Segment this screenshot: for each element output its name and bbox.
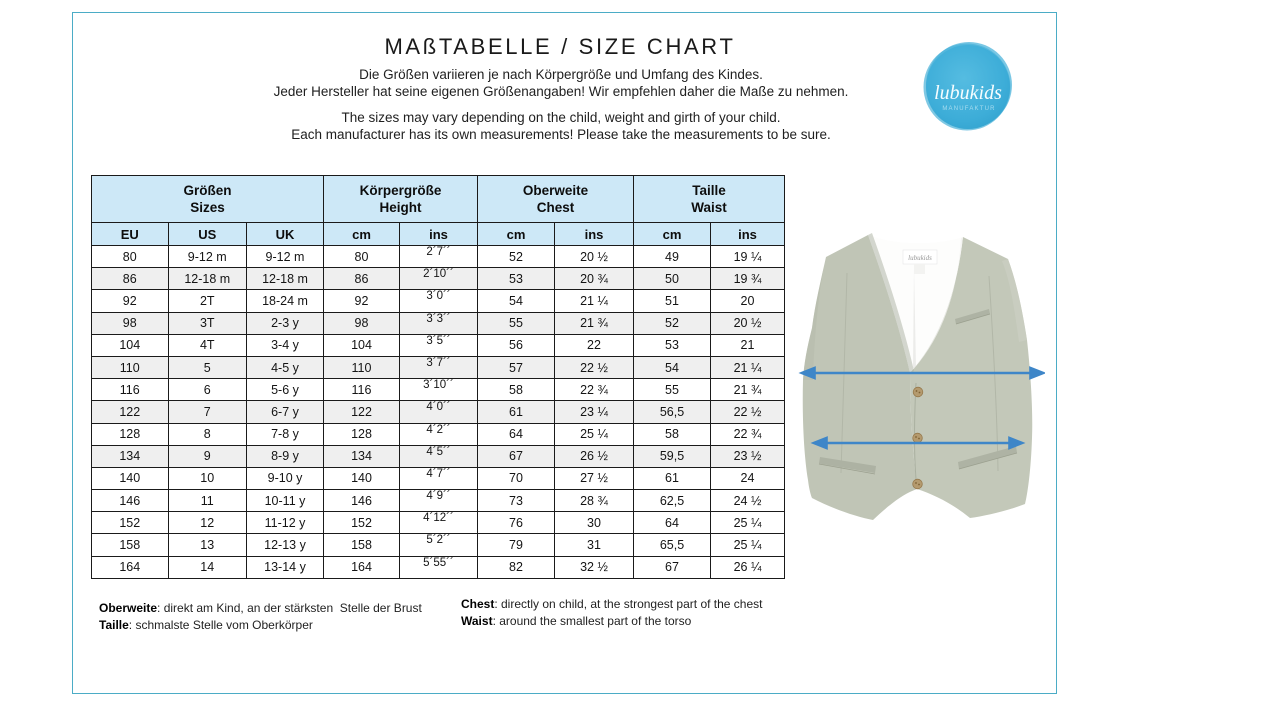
svg-text:lubukids: lubukids — [908, 254, 932, 262]
svg-text:lubukids: lubukids — [934, 82, 1002, 104]
svg-text:MANUFAKTUR: MANUFAKTUR — [942, 106, 995, 112]
